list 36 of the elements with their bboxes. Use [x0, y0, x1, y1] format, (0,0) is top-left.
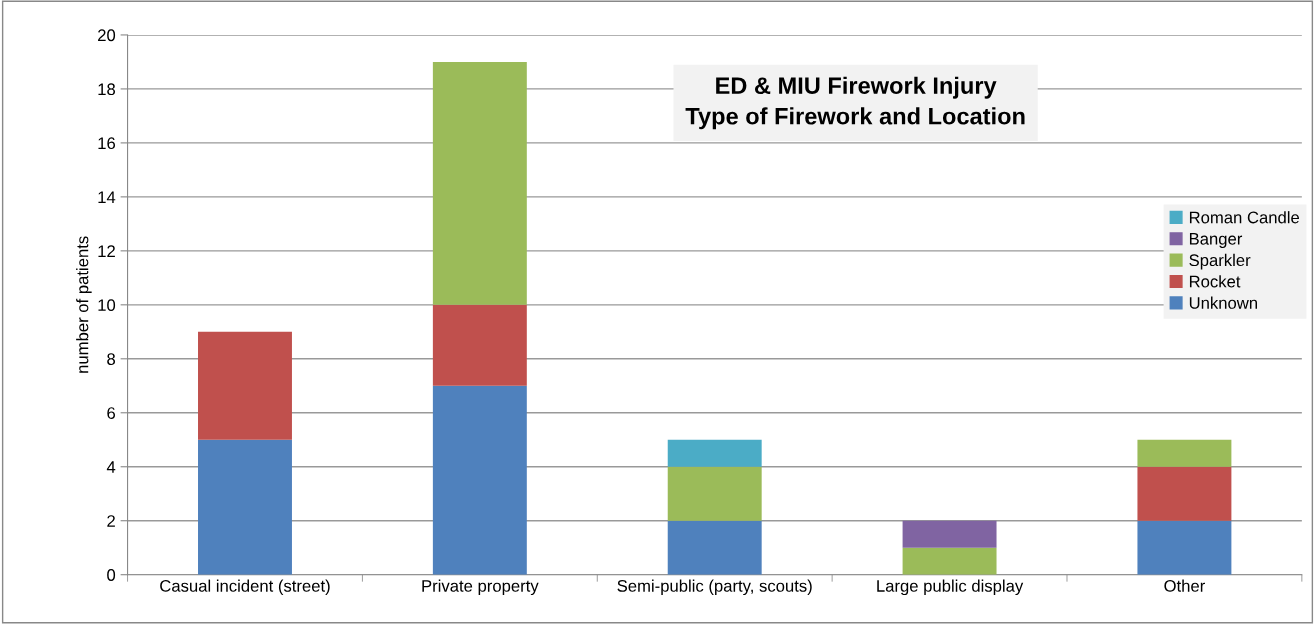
x-tick-label: Private property [422, 579, 539, 596]
x-tick-label: Casual incident (street) [160, 579, 330, 596]
bar [1137, 520, 1232, 575]
bar [1137, 466, 1232, 521]
x-tick-label: Other [1164, 579, 1205, 592]
y-tick-label: 0 [107, 569, 116, 581]
legend-label: Roman Candle [1189, 211, 1300, 224]
y-tick-label: 14 [98, 191, 116, 203]
legend-label: Rocket [1189, 275, 1241, 288]
x-tick-label: Semi-public (party, scouts) [617, 579, 812, 596]
legend-label: Sparkler [1189, 253, 1251, 270]
y-tick-label: 18 [98, 83, 116, 96]
legend-label: Banger [1189, 233, 1243, 249]
bar [432, 304, 527, 386]
y-tick-label: 10 [98, 299, 116, 312]
bar [432, 385, 527, 575]
y-tick-label: 20 [98, 29, 116, 42]
bar [198, 331, 292, 440]
bar [902, 520, 997, 548]
text: ED & MIU Firework Injury Type of Firework and Location [685, 76, 1025, 130]
y-tick-label: 8 [107, 353, 116, 365]
bar [667, 466, 762, 521]
bar [198, 439, 292, 575]
y-axis-title: number of patients [76, 236, 92, 373]
bar [432, 61, 527, 305]
y-tick-label: 4 [106, 461, 116, 473]
y-tick-label: 16 [98, 137, 116, 150]
y-tick-label: 12 [98, 245, 115, 257]
x-tick-label: Large public display [877, 579, 1024, 596]
bar [1137, 439, 1232, 467]
bar [902, 547, 997, 575]
legend-label: Unknown [1189, 296, 1257, 309]
bar [667, 439, 762, 467]
y-tick-label: 6 [107, 407, 116, 419]
bar [667, 520, 762, 575]
y-tick-label: 2 [107, 515, 115, 527]
